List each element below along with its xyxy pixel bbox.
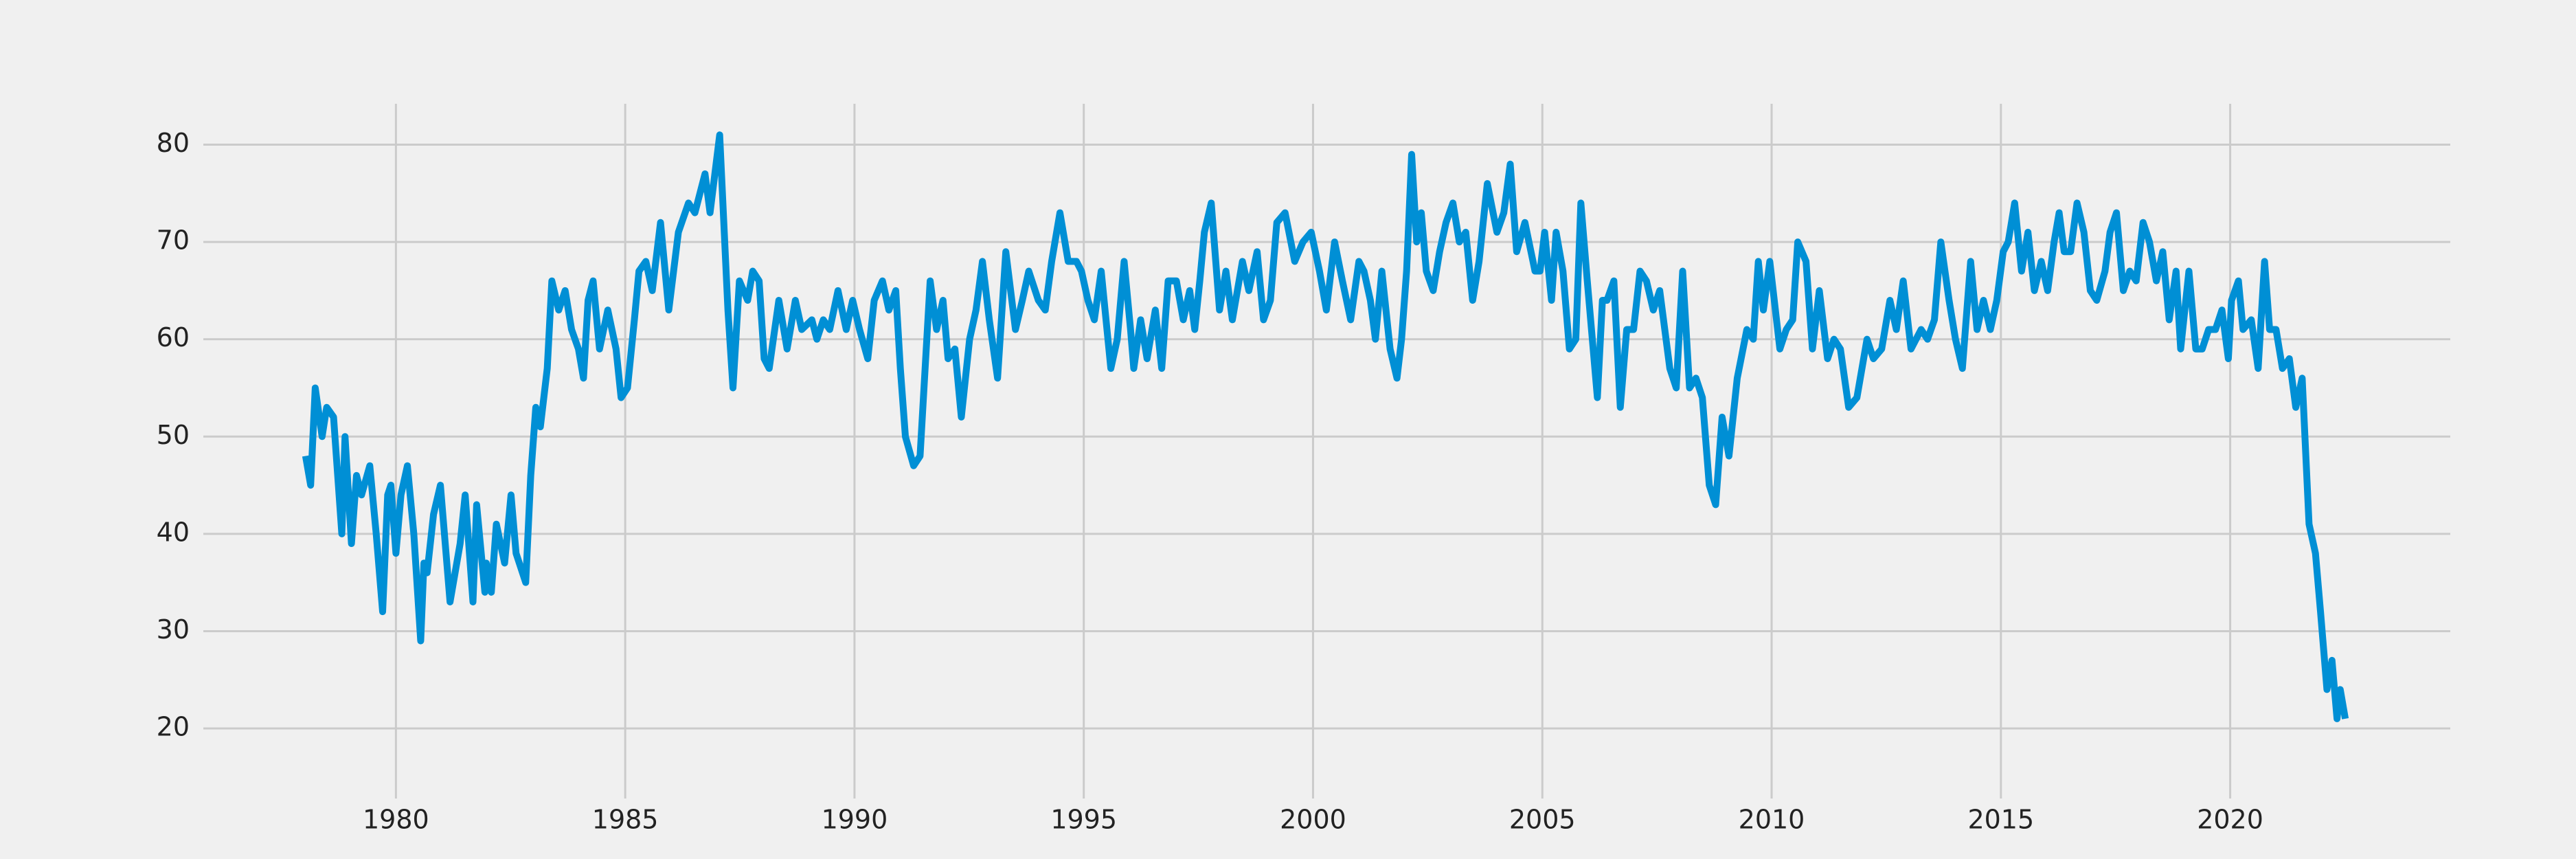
y-tick-label: 50: [157, 420, 190, 450]
y-tick-label: 20: [157, 712, 190, 742]
data-line: [302, 131, 2349, 722]
y-tick-label: 30: [157, 614, 190, 645]
y-tick-label: 60: [157, 322, 190, 353]
grid: [203, 104, 2450, 799]
y-tick-label: 80: [157, 128, 190, 158]
x-tick-label: 2020: [2197, 805, 2263, 835]
x-tick-label: 2000: [1280, 805, 1346, 835]
y-tick-label: 40: [157, 517, 190, 547]
x-tick-label: 2005: [1509, 805, 1576, 835]
x-tick-label: 1980: [363, 805, 429, 835]
x-tick-label: 2015: [1967, 805, 2034, 835]
x-tick-label: 1995: [1050, 805, 1117, 835]
y-tick-label: 70: [157, 225, 190, 256]
x-tick-label: 1985: [592, 805, 659, 835]
tick-labels: 20 30 40 50 60 70 80 1980 1985 1990 1995 2000 2005 20…: [157, 128, 2263, 835]
plot: [302, 131, 2349, 722]
x-tick-label: 1990: [822, 805, 888, 835]
x-tick-label: 2010: [1739, 805, 1805, 835]
